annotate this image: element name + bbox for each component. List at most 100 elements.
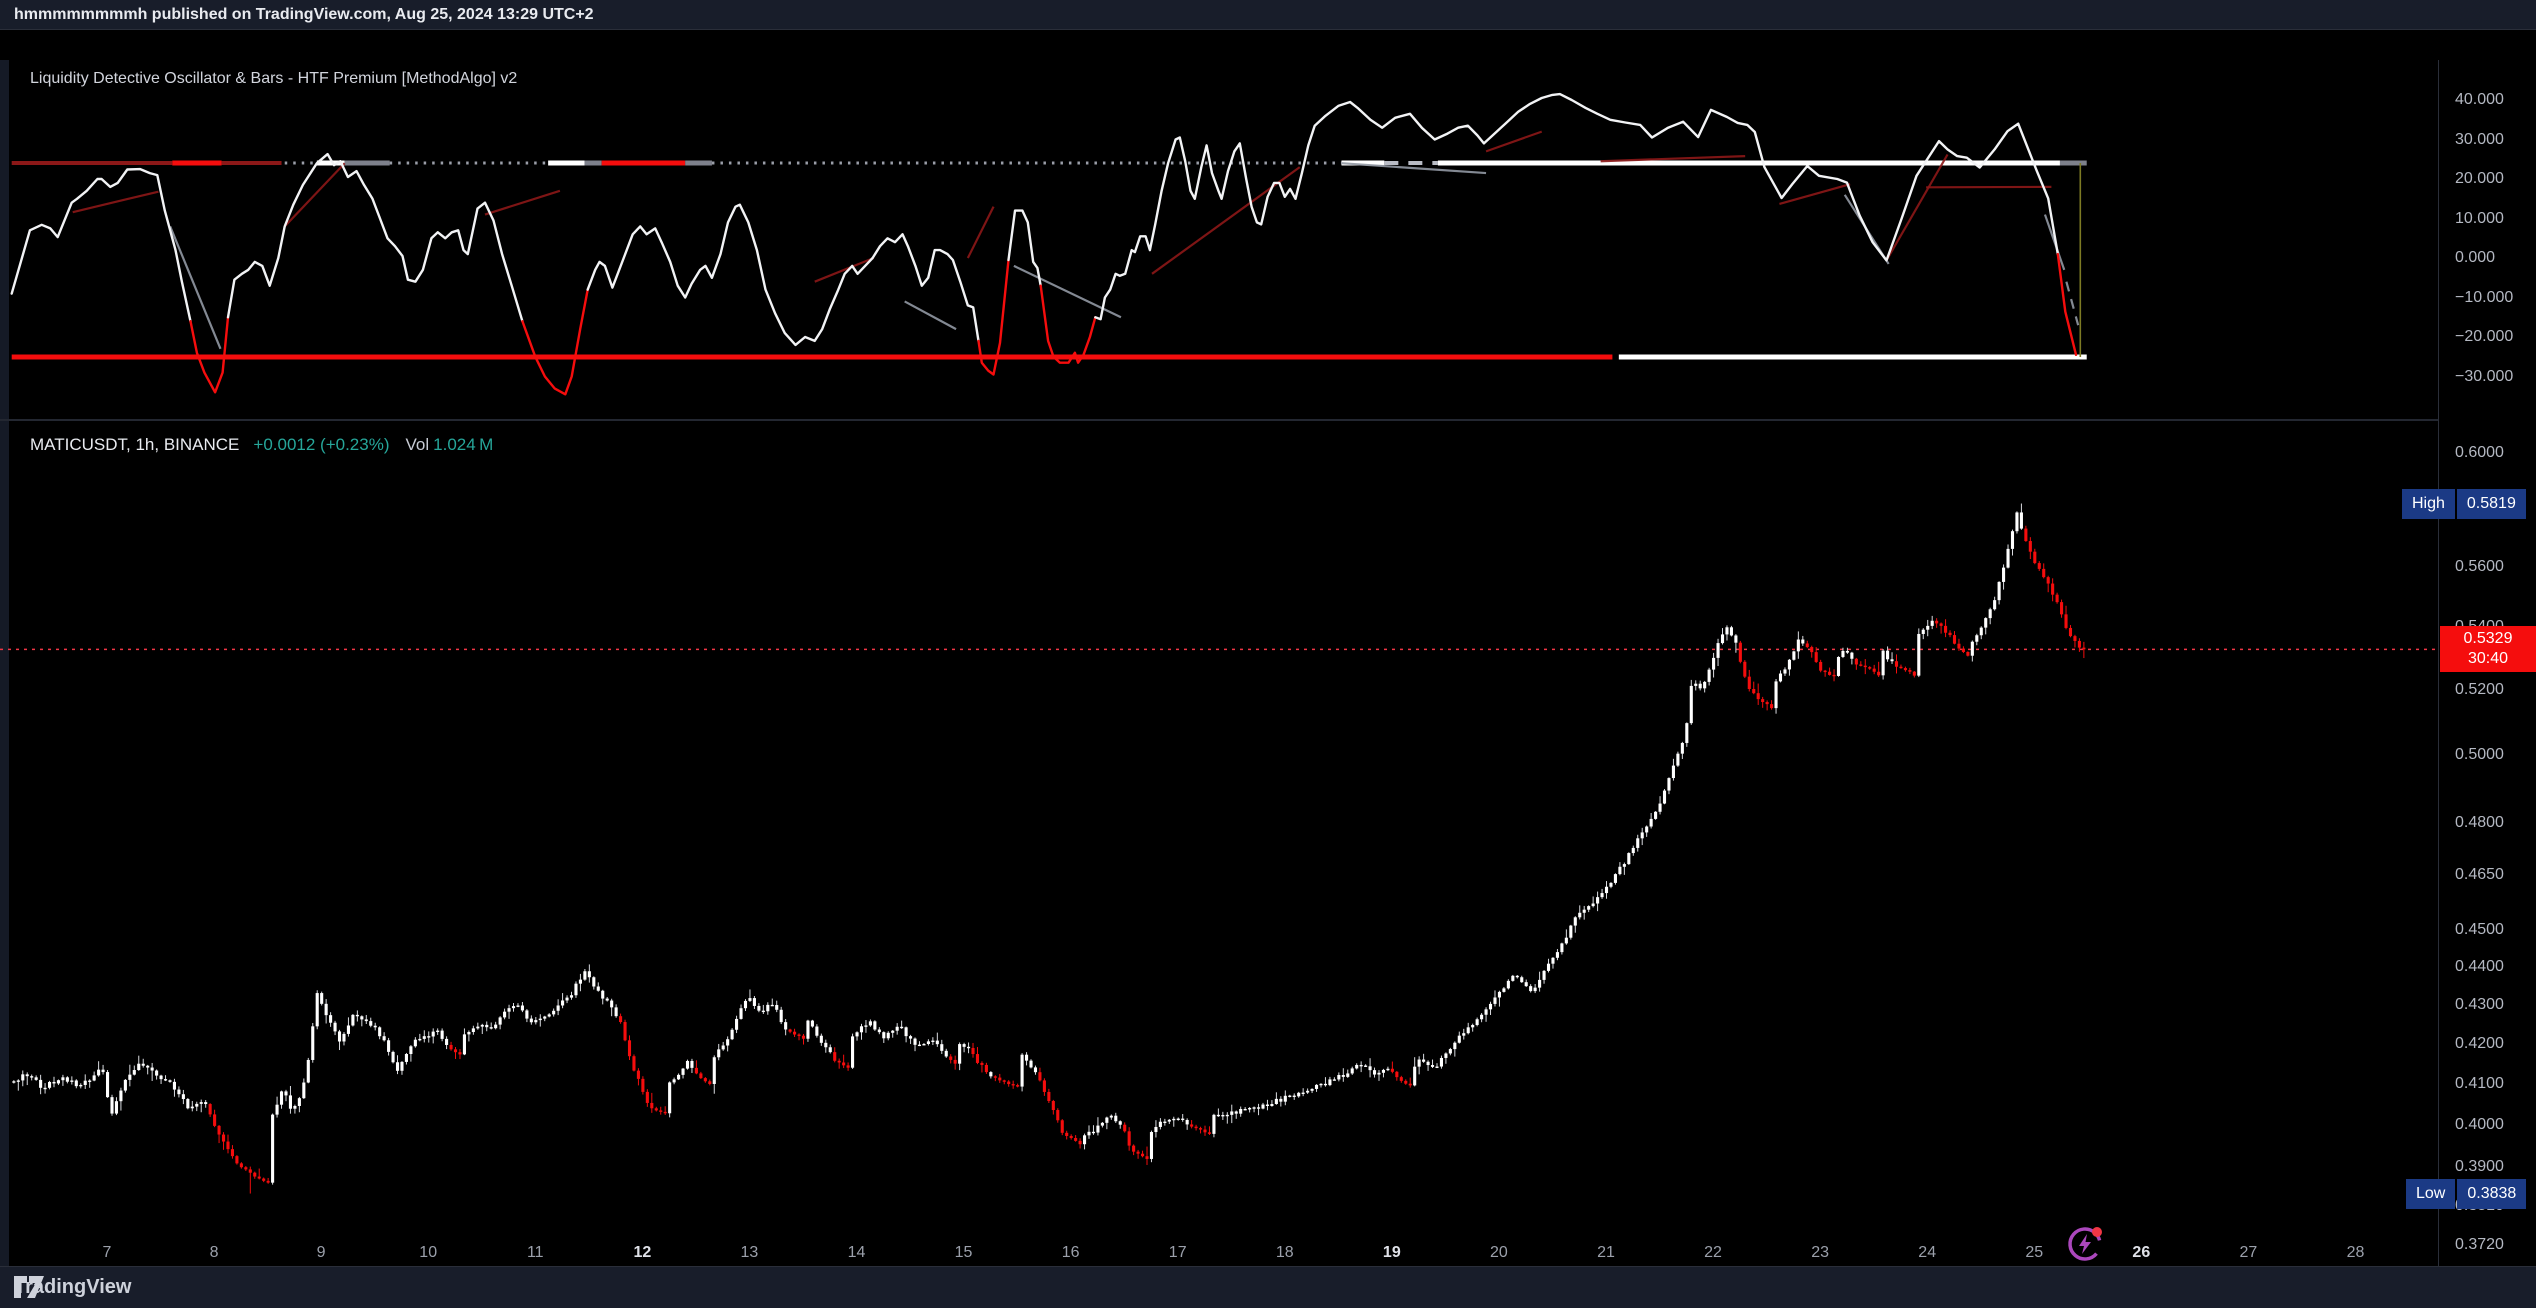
- candle-body: [717, 1049, 721, 1058]
- candle-body: [150, 1067, 154, 1071]
- candle-body: [989, 1072, 993, 1077]
- price-axis-label: 0.4400: [2455, 957, 2504, 975]
- oscillator-line: [586, 203, 980, 347]
- candle-body: [1105, 1117, 1109, 1123]
- candle-body: [235, 1156, 239, 1164]
- oscillator-trendline: [484, 189, 561, 216]
- candle-body: [34, 1077, 38, 1080]
- candle-body: [1805, 643, 1809, 648]
- candle-body: [1114, 1115, 1118, 1122]
- time-axis-label: 26: [2132, 1244, 2151, 1261]
- candle-body: [1993, 600, 1997, 610]
- candle-body: [400, 1061, 404, 1071]
- candle-body: [681, 1068, 685, 1075]
- price-pane[interactable]: [0, 421, 2438, 1270]
- candle-body: [25, 1074, 29, 1077]
- oscillator-pane[interactable]: [0, 60, 2438, 419]
- symbol-name[interactable]: MATICUSDT, 1h, BINANCE: [30, 435, 240, 454]
- candle-body: [1622, 864, 1626, 867]
- oscillator-line-red: [189, 316, 230, 394]
- symbol-status-line[interactable]: MATICUSDT, 1h, BINANCE +0.0012 (+0.23%) Vo…: [30, 435, 493, 455]
- candle-body: [1488, 1003, 1493, 1010]
- candle-body: [1752, 688, 1756, 694]
- candle-body: [1926, 625, 1930, 630]
- candle-body: [1248, 1107, 1252, 1110]
- candle-body: [333, 1022, 337, 1032]
- candle-body: [565, 997, 569, 1001]
- candle-body: [797, 1034, 801, 1036]
- candle-body: [1600, 893, 1604, 898]
- candle-body: [217, 1125, 221, 1135]
- candle-body: [788, 1029, 792, 1032]
- time-axis-label: 20: [1490, 1244, 1508, 1261]
- candle-body: [391, 1051, 395, 1063]
- candle-body: [364, 1019, 368, 1022]
- candle-body: [895, 1026, 899, 1031]
- candle-body: [275, 1104, 279, 1115]
- candle-body: [1970, 641, 1974, 656]
- candle-body: [1083, 1135, 1087, 1145]
- candle-body: [917, 1044, 922, 1047]
- candle-body: [922, 1044, 926, 1046]
- candle-body: [1493, 997, 1497, 1004]
- candle-body: [819, 1035, 823, 1043]
- candle-body: [190, 1106, 194, 1109]
- candle-body: [935, 1040, 939, 1045]
- candle-body: [1448, 1049, 1452, 1054]
- oscillator-axis-label: 40.000: [2455, 91, 2504, 108]
- candle-body: [1685, 723, 1689, 743]
- candle-body: [1734, 635, 1738, 643]
- candle-body: [1850, 652, 1854, 659]
- candle-body: [266, 1180, 270, 1183]
- candle-body: [1698, 683, 1702, 689]
- tradingview-brand[interactable]: TradingView: [14, 1266, 131, 1308]
- candle-body: [2002, 567, 2006, 582]
- oscillator-trendline: [1485, 130, 1543, 153]
- chart-surface[interactable]: Liquidity Detective Oscillator & Bars - …: [0, 30, 2536, 1296]
- candle-body: [770, 1004, 774, 1007]
- time-axis-label: 9: [316, 1244, 326, 1261]
- candle-body: [297, 1098, 301, 1106]
- volume-label: Vol: [405, 435, 430, 454]
- candle-body: [1506, 980, 1510, 989]
- candle-body: [1270, 1104, 1274, 1106]
- candle-body: [1636, 838, 1640, 848]
- candle-body: [1823, 670, 1827, 673]
- candle-body: [418, 1038, 422, 1041]
- candle-body: [877, 1029, 881, 1033]
- candle-body: [467, 1032, 471, 1035]
- candle-body: [404, 1054, 408, 1062]
- pane-separator[interactable]: [0, 419, 2438, 421]
- candle-body: [329, 1015, 333, 1023]
- candle-body: [39, 1079, 43, 1088]
- candle-body: [596, 986, 600, 991]
- price-axis-label: 0.5600: [2455, 558, 2504, 576]
- candle-body: [378, 1027, 382, 1037]
- candle-body: [30, 1076, 34, 1078]
- candle-body: [1497, 991, 1501, 998]
- candle-body: [641, 1078, 645, 1092]
- candle-body: [56, 1080, 61, 1084]
- candle-body: [413, 1039, 417, 1047]
- candle-body: [74, 1080, 78, 1087]
- candle-body: [610, 1000, 614, 1008]
- candle-body: [1796, 639, 1800, 652]
- candle-body: [561, 1000, 565, 1006]
- candle-body: [1939, 623, 1943, 626]
- candle-body: [1158, 1121, 1162, 1127]
- candle-body: [1413, 1066, 1417, 1086]
- candle-body: [1484, 1009, 1488, 1015]
- candle-body: [2042, 568, 2046, 578]
- candle-body: [556, 1005, 560, 1011]
- price-axis-label: 0.4200: [2455, 1035, 2504, 1053]
- oscillator-trendline: [814, 256, 875, 283]
- candle-body: [793, 1031, 797, 1035]
- candle-body: [864, 1025, 868, 1027]
- candle-body: [534, 1020, 538, 1023]
- candle-body: [2064, 614, 2068, 628]
- candle-body: [52, 1081, 56, 1084]
- lightning-quick-trade-icon[interactable]: [2063, 1221, 2107, 1265]
- candle-body: [931, 1040, 935, 1043]
- candle-body: [1225, 1114, 1229, 1117]
- candle-body: [1368, 1066, 1372, 1071]
